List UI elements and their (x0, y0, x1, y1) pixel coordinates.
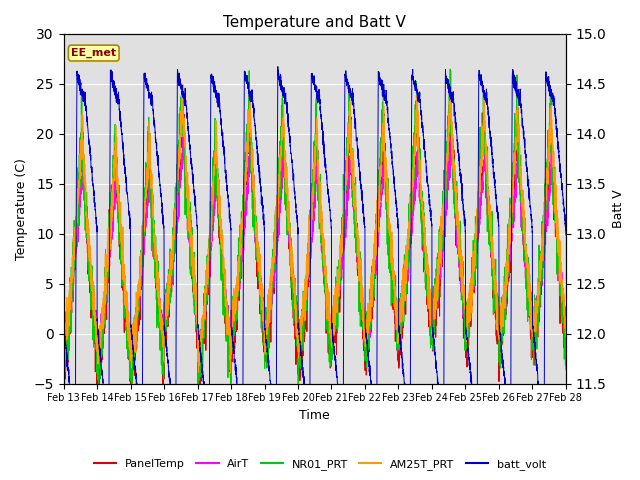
AirT (456, 267, 463, 273)
AM25T_PRT (456, 256, 463, 262)
AirT (562, 310, 570, 315)
NR01_PRT (427, 305, 435, 311)
batt_volt (428, 216, 435, 222)
AM25T_PRT (399, 285, 407, 291)
AirT (296, 337, 303, 343)
batt_volt (399, 371, 407, 376)
Y-axis label: Batt V: Batt V (612, 190, 625, 228)
Line: NR01_PRT: NR01_PRT (63, 69, 566, 396)
NR01_PRT (446, 66, 454, 72)
AM25T_PRT (150, 221, 157, 227)
NR01_PRT (150, 226, 158, 232)
AM25T_PRT (428, 290, 435, 296)
AirT (60, 327, 67, 333)
Text: EE_met: EE_met (71, 48, 116, 58)
PanelTemp (150, 235, 157, 240)
PanelTemp (447, 85, 454, 91)
Line: AirT: AirT (63, 130, 566, 370)
PanelTemp (60, 361, 67, 367)
batt_volt (456, 161, 463, 167)
batt_volt (274, 64, 282, 70)
PanelTemp (561, 325, 569, 331)
NR01_PRT (61, 393, 68, 399)
AM25T_PRT (179, 82, 187, 87)
AM25T_PRT (562, 333, 570, 338)
AirT (561, 347, 569, 353)
X-axis label: Time: Time (300, 409, 330, 422)
Line: PanelTemp: PanelTemp (63, 88, 566, 397)
PanelTemp (399, 325, 407, 331)
batt_volt (296, 340, 303, 346)
batt_volt (406, 444, 414, 449)
AM25T_PRT (60, 330, 67, 336)
Line: batt_volt: batt_volt (63, 67, 566, 446)
AM25T_PRT (227, 370, 234, 375)
Line: AM25T_PRT: AM25T_PRT (63, 84, 566, 372)
AM25T_PRT (561, 326, 569, 332)
batt_volt (150, 122, 157, 128)
NR01_PRT (60, 344, 67, 349)
NR01_PRT (456, 237, 463, 242)
AirT (399, 312, 407, 317)
PanelTemp (456, 252, 463, 258)
AirT (448, 127, 456, 133)
Legend: PanelTemp, AirT, NR01_PRT, AM25T_PRT, batt_volt: PanelTemp, AirT, NR01_PRT, AM25T_PRT, ba… (90, 455, 550, 474)
NR01_PRT (561, 362, 569, 368)
batt_volt (561, 224, 569, 230)
batt_volt (60, 323, 67, 329)
AirT (150, 240, 157, 246)
PanelTemp (427, 315, 435, 321)
Title: Temperature and Batt V: Temperature and Batt V (223, 15, 406, 30)
PanelTemp (196, 395, 204, 400)
AirT (427, 308, 435, 314)
AirT (195, 367, 203, 372)
Y-axis label: Temperature (C): Temperature (C) (15, 158, 28, 260)
batt_volt (562, 232, 570, 238)
NR01_PRT (296, 352, 303, 358)
PanelTemp (562, 321, 570, 327)
PanelTemp (296, 366, 303, 372)
NR01_PRT (399, 305, 407, 311)
AM25T_PRT (296, 327, 303, 333)
NR01_PRT (562, 367, 570, 372)
